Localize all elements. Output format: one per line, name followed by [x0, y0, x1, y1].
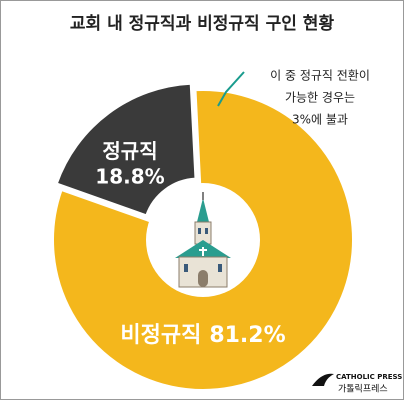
- leader-line: [217, 71, 245, 107]
- value-label: 18.8%: [95, 165, 164, 189]
- donut-segment: [55, 82, 197, 217]
- annotation: 3%에 불과: [292, 113, 348, 127]
- category-label: 비정규직: [120, 323, 201, 348]
- annotation: 가능한 경우는: [285, 91, 355, 105]
- church-icon: [175, 192, 231, 288]
- source: CATHOLIC PRESS: [336, 373, 402, 381]
- annotation: 이 중 정규직 전환이: [270, 69, 370, 83]
- segment-label: 비정규직 81.2%: [120, 323, 285, 348]
- chart-title: 교회 내 정규직과 비정규직 구인 현황: [70, 14, 335, 34]
- segment-label: 정규직: [102, 139, 157, 163]
- value-label: 81.2%: [209, 323, 285, 348]
- logo-icon: [312, 373, 334, 386]
- source: 가톨릭프레스: [338, 383, 388, 395]
- category-label: 정규직: [102, 139, 157, 163]
